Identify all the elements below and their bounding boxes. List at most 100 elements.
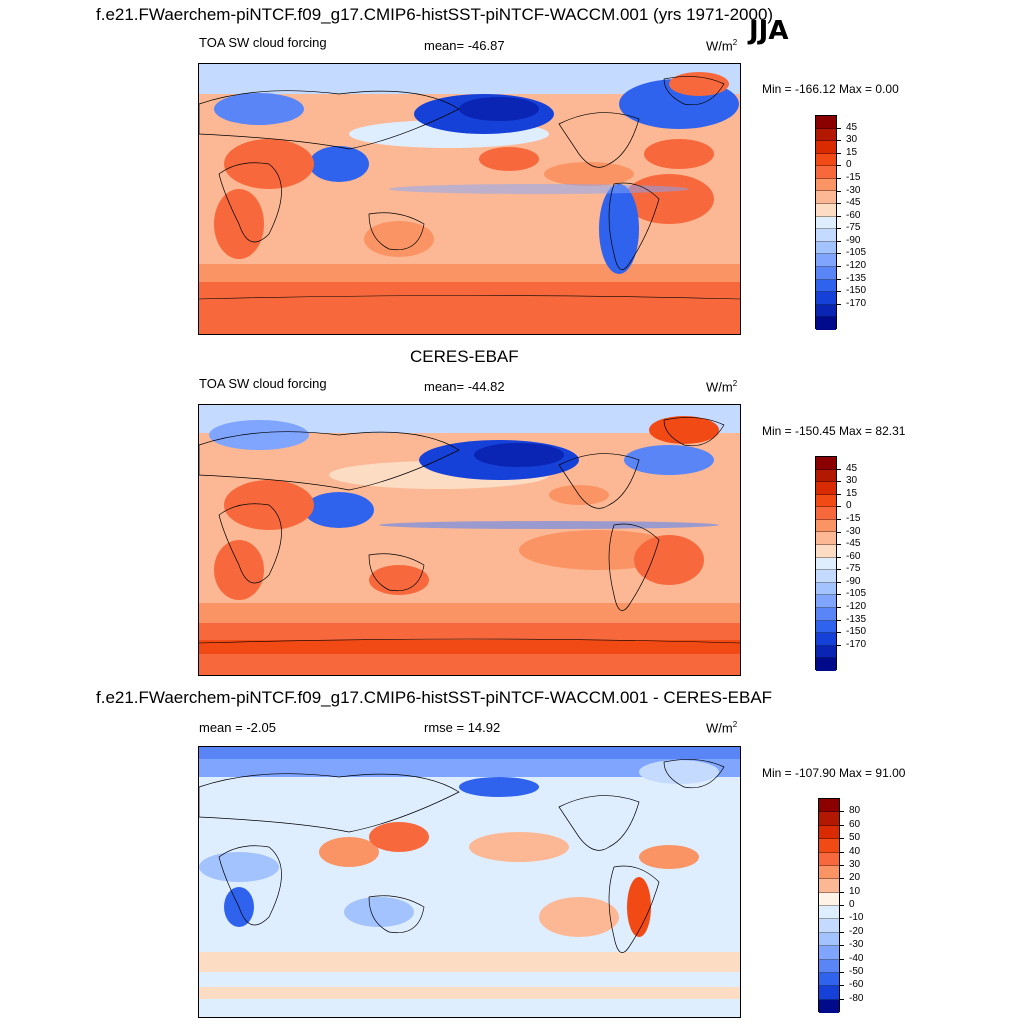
colorbar-swatch (819, 986, 839, 1000)
colorbar-label: -150 (846, 285, 867, 297)
colorbar-tick (837, 518, 841, 520)
panel-obs-mean-label: mean= -44.82 (424, 379, 505, 394)
panel-obs-title: CERES-EBAF (410, 347, 519, 366)
colorbar-tick (837, 228, 841, 230)
colorbar-tick (837, 468, 841, 470)
panel-obs-minmax: Min = -150.45 Max = 82.31 (762, 424, 906, 438)
colorbar-label: -60 (846, 209, 861, 221)
colorbar-swatch (816, 620, 836, 634)
colorbar-swatch (816, 128, 836, 142)
colorbar-swatch (816, 494, 836, 508)
colorbar-label: -80 (849, 992, 864, 1004)
colorbar-tick (837, 127, 841, 129)
colorbar-swatch (816, 519, 836, 533)
panel-diff-minmax: Min = -107.90 Max = 91.00 (762, 766, 906, 780)
colorbar-swatch (816, 178, 836, 192)
colorbar-label: -135 (846, 613, 867, 625)
map-obs (198, 404, 741, 676)
colorbar-tick (837, 531, 841, 533)
colorbar-label: 80 (849, 805, 861, 817)
colorbar-swatch (816, 582, 836, 596)
colorbar-label: -90 (846, 575, 861, 587)
colorbar-swatch (819, 852, 839, 866)
colorbar-label: 10 (849, 885, 861, 897)
colorbar-tick (837, 632, 841, 634)
colorbar-swatch (816, 557, 836, 571)
colorbar-label: -30 (846, 184, 861, 196)
colorbar-swatch (816, 229, 836, 242)
colorbar-swatch (819, 959, 839, 973)
season-label: JJA (749, 16, 789, 46)
colorbar-tick (837, 140, 841, 142)
map-model (198, 63, 741, 335)
colorbar-tick (840, 971, 844, 973)
colorbar-tick (840, 998, 844, 1000)
colorbar-swatch (819, 825, 839, 840)
colorbar-swatch (816, 570, 836, 583)
colorbar-swatch (816, 595, 836, 608)
colorbar-swatch (816, 153, 836, 167)
colorbar-swatch (819, 946, 839, 960)
colorbar-label: 15 (846, 146, 858, 158)
map-obs-field (199, 405, 740, 675)
panel-diff-mean-label: mean = -2.05 (199, 720, 276, 735)
colorbar-label: -30 (846, 525, 861, 537)
colorbar-label: 30 (849, 858, 861, 870)
colorbar-tick (837, 556, 841, 558)
colorbar-swatch (819, 919, 839, 933)
colorbar-label: -60 (846, 550, 861, 562)
colorbar-tick (840, 958, 844, 960)
colorbar-tick (840, 905, 844, 906)
colorbar-label: 60 (849, 818, 861, 830)
colorbar-tick (837, 177, 841, 179)
colorbar-label: -60 (849, 979, 864, 991)
panel-diff-rmse-label: rmse = 14.92 (424, 720, 501, 735)
colorbar-swatch (816, 658, 836, 671)
colorbar-swatch (816, 482, 836, 495)
colorbar-label: -120 (846, 260, 867, 272)
colorbar-tick (840, 891, 844, 893)
colorbar-tick (837, 190, 841, 192)
colorbar-tick (840, 811, 844, 813)
colorbar-tick (837, 594, 841, 596)
colorbar-swatch (819, 892, 839, 906)
case-title: f.e21.FWaerchem-piNTCF.f09_g17.CMIP6-his… (96, 5, 774, 24)
colorbar-label: -30 (849, 939, 864, 951)
colorbar-swatch (816, 204, 836, 217)
colorbar-tick (837, 481, 841, 483)
colorbar-label: -75 (846, 563, 861, 575)
colorbar-swatch (819, 839, 839, 853)
colorbar-label: -10 (849, 912, 864, 924)
panel-model-mean-label: mean= -46.87 (424, 38, 505, 53)
colorbar-tick (840, 918, 844, 920)
colorbar-tick (837, 152, 841, 154)
colorbar-label: -120 (846, 601, 867, 613)
colorbar-tick (837, 569, 841, 571)
colorbar-label: -75 (846, 222, 861, 234)
colorbar-tick (837, 506, 841, 508)
colorbar-tick (837, 165, 841, 167)
colorbar-label: -90 (846, 234, 861, 246)
colorbar-label: 30 (846, 475, 858, 487)
colorbar-swatch (819, 999, 839, 1013)
colorbar-tick (837, 278, 841, 280)
colorbar-swatch (816, 469, 836, 483)
colorbar-swatch (816, 545, 836, 558)
colorbar-swatch (816, 141, 836, 154)
colorbar-swatch (816, 304, 836, 318)
colorbar-label: -105 (846, 247, 867, 259)
colorbar-label: -40 (849, 952, 864, 964)
colorbar-swatch (816, 317, 836, 330)
colorbar-label: -135 (846, 272, 867, 284)
colorbar-tick (837, 619, 841, 621)
colorbar-label: -150 (846, 626, 867, 638)
colorbar-swatch (816, 216, 836, 230)
colorbar-label: 0 (846, 159, 852, 171)
colorbar-tick (837, 581, 841, 583)
colorbar-tick (840, 851, 844, 853)
colorbar-swatch (816, 457, 836, 470)
colorbar-label: -105 (846, 588, 867, 600)
colorbar-tick (837, 291, 841, 293)
colorbar-tick (837, 544, 841, 546)
colorbar-tick (837, 607, 841, 609)
